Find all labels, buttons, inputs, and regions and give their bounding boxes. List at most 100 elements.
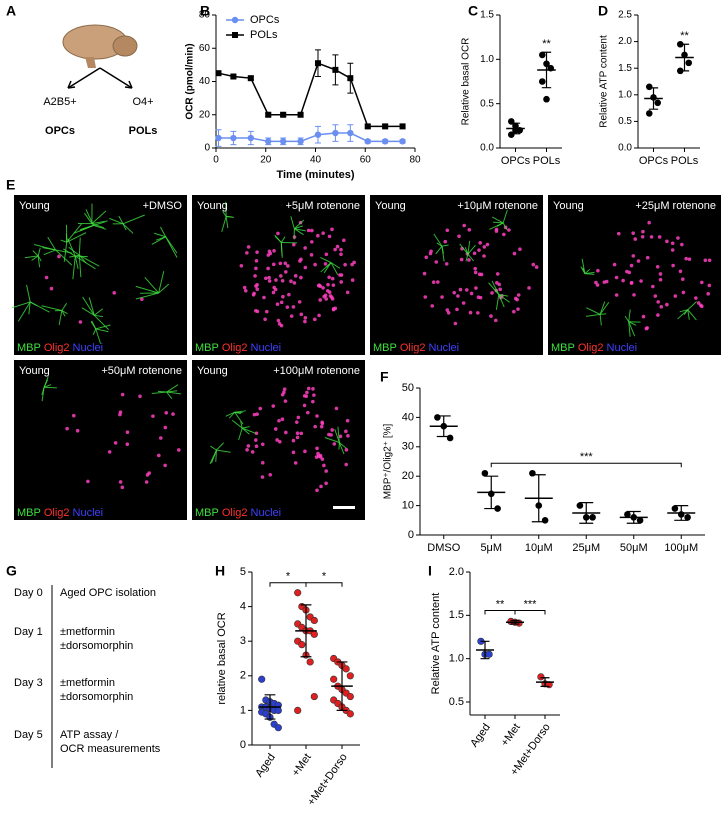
nucleus bbox=[262, 295, 266, 300]
nucleus bbox=[345, 418, 350, 423]
mbp-process bbox=[294, 219, 305, 230]
mbp-process bbox=[491, 280, 500, 295]
point bbox=[589, 514, 596, 521]
micrograph bbox=[370, 195, 543, 355]
panel-letter: C bbox=[468, 3, 478, 19]
x-tick-label: 50μM bbox=[620, 542, 648, 554]
mbp-process bbox=[226, 215, 233, 218]
sd-whisker bbox=[626, 510, 641, 524]
stain-label: Olig2 bbox=[44, 342, 70, 354]
nucleus bbox=[281, 294, 285, 299]
y-tick-label: 30 bbox=[402, 441, 414, 453]
nucleus bbox=[472, 251, 477, 256]
nucleus bbox=[604, 279, 609, 284]
nucleus bbox=[163, 463, 167, 468]
nucleus bbox=[330, 227, 334, 232]
nucleus bbox=[507, 228, 511, 232]
mbp-process bbox=[339, 442, 347, 449]
panel-letter: A bbox=[6, 3, 16, 19]
nucleus bbox=[252, 412, 257, 417]
point bbox=[543, 95, 550, 103]
point bbox=[314, 131, 322, 138]
point bbox=[310, 616, 318, 625]
mbp-process bbox=[687, 301, 697, 311]
y-tick-label: 1.5 bbox=[480, 10, 494, 21]
stain-label: Nuclei bbox=[607, 342, 638, 354]
nucleus bbox=[632, 293, 636, 297]
nucleus bbox=[621, 278, 625, 283]
nucleus bbox=[703, 258, 708, 263]
nucleus bbox=[653, 294, 658, 298]
mbp-process bbox=[82, 296, 95, 316]
stain-legend: MBP Olig2 Nuclei bbox=[17, 507, 103, 519]
nucleus bbox=[315, 414, 319, 418]
mbp-process bbox=[581, 258, 586, 274]
nucleus bbox=[651, 284, 655, 289]
nucleus bbox=[457, 234, 461, 239]
panel-letter: I bbox=[428, 563, 432, 579]
mbp-process bbox=[80, 224, 94, 231]
nucleus bbox=[324, 297, 329, 301]
nucleus bbox=[694, 296, 698, 300]
nucleus bbox=[330, 276, 335, 281]
nucleus bbox=[260, 442, 265, 447]
mbp-process bbox=[66, 223, 82, 243]
point bbox=[274, 706, 282, 715]
nucleus bbox=[327, 275, 331, 280]
nucleus bbox=[326, 282, 330, 287]
nucleus bbox=[299, 257, 303, 262]
nucleus bbox=[321, 231, 325, 236]
point bbox=[247, 75, 254, 82]
y-tick-label: 40 bbox=[402, 411, 414, 423]
sd-whisker bbox=[480, 640, 490, 660]
sd-whisker bbox=[436, 415, 451, 438]
nucleus bbox=[319, 424, 324, 429]
y-axis-label: MBP⁺/Olig2⁺ [%] bbox=[383, 423, 394, 499]
nucleus bbox=[299, 431, 304, 436]
nucleus bbox=[279, 300, 284, 305]
mbp-process bbox=[687, 309, 697, 321]
significance-bracket bbox=[514, 610, 546, 615]
nucleus bbox=[445, 308, 450, 312]
nucleus bbox=[120, 485, 125, 490]
nucleus bbox=[629, 263, 634, 268]
point bbox=[685, 59, 693, 67]
nucleus bbox=[346, 434, 350, 438]
mbp-process bbox=[238, 427, 243, 441]
mbp-process bbox=[687, 309, 690, 320]
stain-label: Nuclei bbox=[73, 507, 104, 519]
nucleus bbox=[258, 406, 263, 411]
y-tick-label: 2.5 bbox=[618, 10, 632, 21]
mbp-process bbox=[441, 246, 444, 254]
mbp-process bbox=[489, 222, 504, 230]
day-label: Day 0 bbox=[14, 587, 43, 599]
nucleus bbox=[596, 268, 600, 273]
nucleus bbox=[706, 292, 711, 296]
series-line bbox=[218, 62, 403, 128]
point bbox=[294, 706, 302, 715]
x-tick-label: 60 bbox=[360, 155, 372, 166]
nucleus bbox=[239, 263, 244, 268]
nucleus bbox=[267, 275, 271, 280]
nucleus bbox=[629, 281, 634, 285]
x-tick-label: POLs bbox=[533, 155, 561, 167]
condition-label: Young bbox=[553, 200, 584, 212]
mbp-process bbox=[91, 220, 108, 225]
nucleus bbox=[309, 240, 314, 244]
y-tick-label: 10 bbox=[402, 500, 414, 512]
nucleus bbox=[254, 431, 259, 436]
nucleus bbox=[476, 295, 481, 299]
mbp-process bbox=[135, 285, 159, 294]
nucleus bbox=[245, 251, 249, 255]
mbp-process bbox=[44, 386, 57, 389]
nucleus bbox=[446, 310, 451, 315]
nucleus bbox=[636, 259, 641, 263]
nucleus bbox=[657, 235, 662, 239]
sd-whisker bbox=[540, 677, 550, 687]
nucleus bbox=[594, 280, 598, 285]
brain-icon bbox=[62, 24, 138, 68]
y-tick-label: 1.0 bbox=[618, 89, 632, 100]
mbp-process bbox=[61, 310, 66, 317]
y-tick-label: 20 bbox=[402, 470, 414, 482]
sd-whisker bbox=[336, 661, 348, 711]
